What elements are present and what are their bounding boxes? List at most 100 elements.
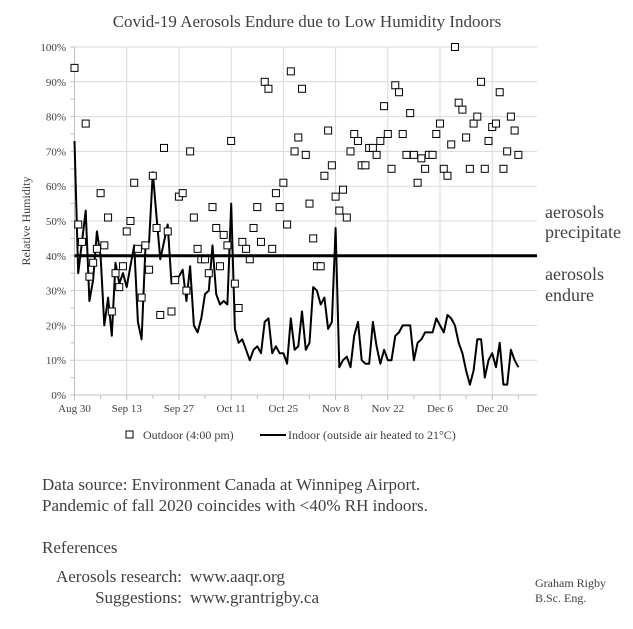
outdoor-point bbox=[107, 307, 116, 316]
legend: Outdoor (4:00 pm) Indoor (outside air he… bbox=[125, 428, 456, 442]
outdoor-point bbox=[480, 164, 489, 173]
outdoor-point bbox=[447, 140, 456, 149]
author-name: Graham Rigby bbox=[535, 576, 606, 590]
outdoor-point bbox=[324, 126, 333, 135]
outdoor-point bbox=[387, 164, 396, 173]
outdoor-point bbox=[167, 307, 176, 316]
y-tick-label: 0% bbox=[51, 390, 66, 402]
outdoor-point bbox=[361, 161, 370, 170]
outdoor-point bbox=[212, 223, 221, 232]
outdoor-point bbox=[141, 241, 150, 250]
outdoor-point bbox=[126, 217, 135, 225]
outdoor-point bbox=[227, 136, 236, 145]
legend-outdoor-label: Outdoor (4:00 pm) bbox=[143, 428, 234, 442]
outdoor-point bbox=[193, 244, 202, 253]
outdoor-point bbox=[436, 119, 445, 128]
outdoor-point bbox=[462, 133, 471, 142]
outdoor-point bbox=[96, 189, 105, 198]
ref1-link[interactable]: www.aaqr.org bbox=[190, 567, 285, 586]
outdoor-point bbox=[100, 241, 109, 250]
outdoor-point bbox=[353, 136, 362, 145]
outdoor-point bbox=[428, 150, 437, 159]
outdoor-point bbox=[443, 171, 452, 180]
outdoor-point bbox=[335, 206, 344, 215]
outdoor-point bbox=[305, 199, 314, 208]
pandemic-note: Pandemic of fall 2020 coincides with <40… bbox=[42, 496, 428, 515]
outdoor-point bbox=[137, 293, 146, 302]
y-tick-label: 80% bbox=[46, 112, 66, 124]
y-tick-label: 40% bbox=[46, 251, 66, 263]
x-tick-label: Sep 13 bbox=[112, 403, 143, 415]
indoor-series-line bbox=[73, 140, 520, 386]
y-tick-label: 70% bbox=[46, 146, 66, 158]
outdoor-point bbox=[394, 88, 403, 97]
outdoor-point bbox=[331, 192, 340, 201]
outdoor-point bbox=[89, 258, 98, 267]
outdoor-point bbox=[189, 213, 198, 222]
outdoor-point bbox=[469, 119, 478, 128]
outdoor-point bbox=[294, 133, 303, 142]
ref2-link[interactable]: www.grantrigby.ca bbox=[190, 588, 320, 607]
outdoor-point bbox=[130, 178, 139, 187]
outdoor-point bbox=[495, 88, 504, 97]
outdoor-point bbox=[148, 171, 157, 180]
outdoor-point bbox=[275, 203, 284, 212]
outdoor-point bbox=[219, 230, 228, 239]
outdoor-point bbox=[279, 178, 288, 187]
y-tick-label: 90% bbox=[46, 77, 66, 89]
outdoor-point bbox=[178, 189, 187, 198]
outdoor-point bbox=[514, 150, 523, 159]
outdoor-point bbox=[309, 234, 318, 243]
outdoor-point bbox=[264, 84, 273, 93]
outdoor-point bbox=[171, 276, 180, 285]
chart-title: Covid-19 Aerosols Endure due to Low Humi… bbox=[113, 12, 502, 31]
outdoor-point bbox=[204, 269, 213, 278]
outdoor-point bbox=[342, 213, 351, 222]
outdoor-point bbox=[118, 262, 127, 271]
threshold-below-label-1: aerosols bbox=[545, 264, 604, 284]
outdoor-point bbox=[145, 265, 154, 274]
outdoor-point bbox=[81, 119, 90, 128]
outdoor-point bbox=[376, 136, 385, 145]
outdoor-point bbox=[234, 304, 243, 312]
x-tick-label: Oct 25 bbox=[269, 403, 299, 415]
outdoor-point bbox=[417, 154, 426, 163]
y-tick-label: 20% bbox=[46, 320, 66, 332]
x-tick-label: Nov 22 bbox=[371, 403, 404, 415]
outdoor-point bbox=[253, 203, 262, 212]
outdoor-point bbox=[85, 272, 94, 281]
outdoor-point bbox=[186, 147, 195, 156]
outdoor-point bbox=[283, 220, 292, 229]
y-tick-label: 30% bbox=[46, 286, 66, 298]
outdoor-point bbox=[510, 126, 519, 135]
outdoor-point bbox=[380, 102, 389, 111]
outdoor-point bbox=[256, 237, 265, 246]
outdoor-point bbox=[70, 63, 79, 72]
references-heading: References bbox=[42, 538, 118, 557]
data-source-note: Data source: Environment Canada at Winni… bbox=[42, 475, 421, 494]
x-tick-label: Dec 20 bbox=[477, 403, 509, 415]
outdoor-point bbox=[383, 130, 392, 138]
threshold-above-label-2: precipitate bbox=[545, 222, 621, 242]
y-tick-label: 50% bbox=[46, 216, 66, 228]
outdoor-point bbox=[230, 279, 239, 288]
threshold-below-label-2: endure bbox=[545, 285, 594, 305]
outdoor-point bbox=[398, 130, 407, 138]
outdoor-point bbox=[368, 143, 377, 152]
legend-outdoor-marker bbox=[125, 430, 134, 439]
x-tick-label: Sep 27 bbox=[164, 403, 195, 415]
outdoor-point bbox=[290, 147, 299, 156]
chart: Covid-19 Aerosols Endure due to Low Humi… bbox=[19, 12, 537, 442]
outdoor-point bbox=[327, 161, 336, 170]
outdoor-point bbox=[268, 244, 277, 253]
outdoor-point bbox=[477, 77, 486, 86]
outdoor-point bbox=[406, 109, 415, 118]
outdoor-point bbox=[491, 119, 500, 128]
outdoor-point bbox=[271, 189, 280, 198]
x-tick-label: Dec 6 bbox=[427, 403, 453, 415]
outdoor-point bbox=[439, 164, 448, 173]
outdoor-point bbox=[391, 81, 400, 90]
outdoor-point bbox=[450, 43, 459, 51]
outdoor-point bbox=[402, 150, 411, 159]
outdoor-point bbox=[242, 244, 251, 253]
